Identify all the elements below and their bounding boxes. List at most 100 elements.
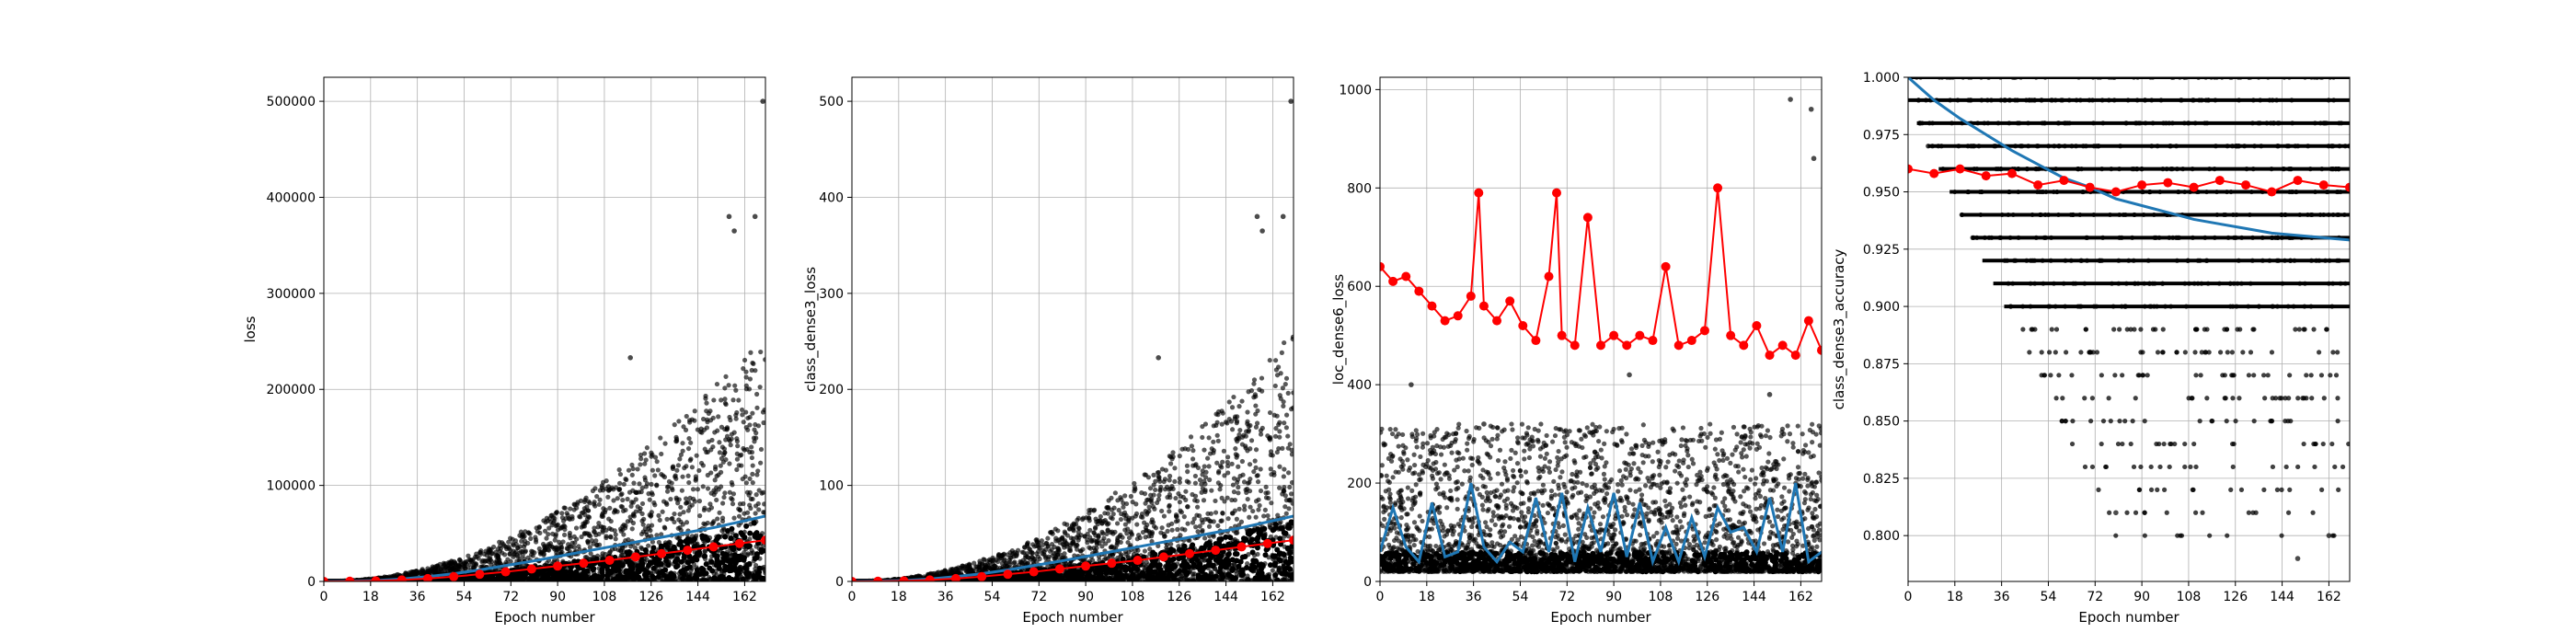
scatter-point	[701, 427, 707, 432]
scatter-point	[1192, 473, 1199, 479]
scatter-point	[722, 450, 728, 455]
scatter-point	[581, 499, 588, 505]
scatter-point	[1221, 448, 1226, 454]
scatter-point	[742, 474, 748, 479]
scatter-point	[1126, 535, 1133, 541]
scatter-point	[616, 467, 622, 473]
scatter-point	[533, 535, 538, 540]
scatter-point	[714, 558, 720, 565]
scatter-point	[1268, 466, 1273, 472]
scatter-point	[1242, 503, 1248, 509]
scatter-point	[1192, 480, 1199, 486]
axes-frame	[323, 76, 766, 582]
scatter-point	[651, 575, 658, 581]
scatter-point	[1156, 469, 1162, 476]
scatter-point	[722, 534, 729, 540]
scatter-point	[1064, 522, 1070, 527]
scatter-point	[1193, 524, 1199, 530]
scatter-point	[612, 528, 617, 534]
scatter-point	[650, 467, 655, 473]
scatter-point	[528, 535, 534, 542]
scatter-point	[743, 369, 749, 374]
x-tick-label: 126	[638, 590, 663, 604]
scatter-point	[497, 539, 502, 545]
scatter-point	[488, 555, 493, 560]
scatter-point	[739, 407, 745, 413]
scatter-point	[646, 491, 651, 497]
scatter-point	[644, 445, 650, 451]
scatter-point	[507, 578, 513, 581]
scatter-point	[548, 544, 555, 549]
scatter-point	[577, 513, 582, 520]
data-layer	[852, 98, 1294, 581]
scatter-point	[508, 535, 513, 541]
scatter-point	[1262, 507, 1268, 512]
scatter-point	[1202, 447, 1207, 453]
scatter-point	[749, 367, 754, 374]
scatter-point	[703, 396, 708, 401]
scatter-point	[1225, 454, 1231, 460]
scatter-point	[1238, 519, 1245, 524]
scatter-point	[674, 467, 680, 473]
scatter-point	[466, 557, 472, 562]
scatter-point	[703, 578, 709, 581]
scatter-point	[450, 561, 455, 567]
scatter-point	[1267, 409, 1273, 416]
scatter-point	[1287, 442, 1293, 447]
scatter-point	[644, 481, 650, 487]
scatter-point	[592, 578, 599, 581]
scatter-point	[506, 546, 512, 551]
scatter-point	[702, 522, 708, 527]
scatter-point	[649, 481, 654, 487]
scatter-point	[569, 570, 575, 577]
scatter-point	[1265, 489, 1271, 496]
scatter-point	[642, 461, 648, 466]
scatter-point	[1280, 385, 1286, 391]
scatter-point	[678, 452, 684, 457]
scatter-point	[636, 489, 642, 495]
scatter-point	[1202, 464, 1207, 469]
scatter-point	[546, 525, 552, 531]
scatter-point	[629, 526, 635, 532]
scatter-point	[719, 515, 726, 521]
scatter-point	[495, 546, 500, 552]
scatter-point	[734, 439, 741, 444]
scatter-point	[733, 416, 739, 421]
scatter-point	[621, 481, 627, 487]
scatter-point	[613, 532, 618, 537]
scatter-point	[1213, 498, 1218, 504]
red-series-marker	[526, 564, 536, 574]
scatter-point	[571, 501, 577, 507]
scatter-point	[731, 515, 737, 521]
scatter-point	[747, 422, 753, 428]
scatter-point	[620, 527, 626, 533]
scatter-point	[593, 538, 599, 544]
scatter-point	[590, 567, 596, 573]
red-series-marker	[708, 542, 719, 552]
scatter-point	[664, 501, 670, 507]
scatter-point	[631, 513, 638, 519]
scatter-point	[611, 498, 616, 503]
scatter-point	[730, 397, 736, 403]
scatter-point	[539, 550, 545, 556]
scatter-point	[680, 567, 686, 573]
scatter-point	[1199, 517, 1204, 523]
scatter-point	[552, 558, 558, 563]
scatter-point	[1177, 500, 1183, 505]
scatter-point	[581, 510, 586, 515]
scatter-point	[727, 461, 732, 466]
scatter-point	[1093, 524, 1098, 530]
red-series-marker	[397, 575, 407, 581]
scatter-point	[611, 510, 617, 515]
scatter-point	[1236, 490, 1241, 496]
scatter-point	[1177, 476, 1182, 481]
scatter-point	[612, 546, 618, 552]
scatter-point	[1153, 487, 1158, 493]
scatter-point	[649, 454, 654, 459]
scatter-point	[648, 513, 653, 519]
scatter-point	[554, 569, 560, 576]
scatter-point	[1142, 548, 1148, 554]
scatter-point	[627, 514, 633, 520]
scatter-point	[1199, 481, 1204, 487]
scatter-point	[555, 527, 561, 533]
